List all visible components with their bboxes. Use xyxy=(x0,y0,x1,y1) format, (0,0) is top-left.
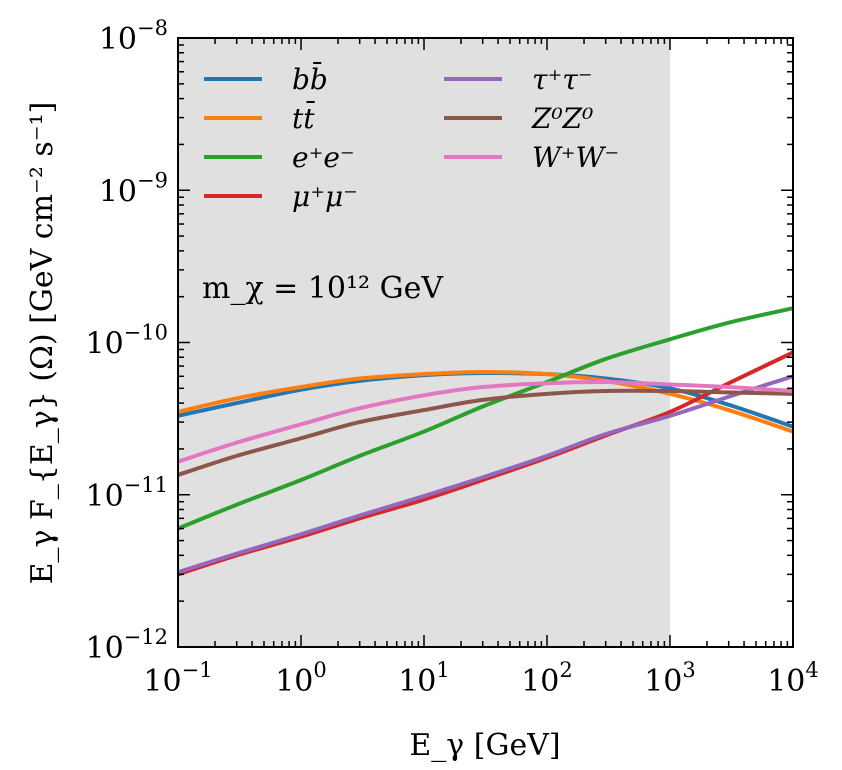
series-layer xyxy=(177,306,794,577)
x-tick-label: 101 xyxy=(398,658,450,699)
series-line-4 xyxy=(177,374,794,575)
series-line-3 xyxy=(177,350,794,577)
x-tick-label: 104 xyxy=(767,658,819,699)
y-tick-label: 10−11 xyxy=(85,473,168,514)
y-tick-label: 10−10 xyxy=(85,321,168,362)
legend-label: τ⁺τ⁻ xyxy=(532,63,593,96)
legend-label: W⁺W⁻ xyxy=(532,141,619,174)
legend-label: μ⁺μ⁻ xyxy=(292,180,358,213)
legend-label: e⁺e⁻ xyxy=(292,141,355,174)
series-line-2 xyxy=(177,306,794,531)
x-tick-label: 10−1 xyxy=(143,658,212,699)
legend: bb̄ tt̄ e⁺e⁻ μ⁺μ⁻ τ⁺τ⁻ Z⁰Z⁰ W⁺W⁻ xyxy=(204,61,619,213)
x-tick-label: 103 xyxy=(644,658,696,699)
y-axis-label: E_γ F_{E_γ} (Ω) [GeV cm⁻² s⁻¹] xyxy=(25,102,60,585)
mass-annotation: m_χ = 10¹² GeV xyxy=(202,271,444,306)
x-tick-label: 102 xyxy=(521,658,573,699)
series-line-6 xyxy=(177,379,794,464)
y-tick-label: 10−12 xyxy=(85,625,168,666)
legend-label: Z⁰Z⁰ xyxy=(531,102,593,135)
plot-frame xyxy=(177,37,794,648)
series-line-5 xyxy=(177,388,794,477)
x-tick-label: 100 xyxy=(275,658,327,699)
series-line-1 xyxy=(177,370,794,434)
legend-label: bb̄ xyxy=(292,61,328,96)
y-tick-label: 10−8 xyxy=(99,16,168,57)
tick-layer: 10−1 100 101 102 103 104 10−12 10−11 10−10 10−9 10… xyxy=(85,16,818,699)
y-tick-label: 10−9 xyxy=(99,168,168,209)
x-axis-label: E_γ [GeV] xyxy=(409,728,560,763)
legend-label: tt̄ xyxy=(292,100,316,135)
shaded-region xyxy=(178,38,670,647)
